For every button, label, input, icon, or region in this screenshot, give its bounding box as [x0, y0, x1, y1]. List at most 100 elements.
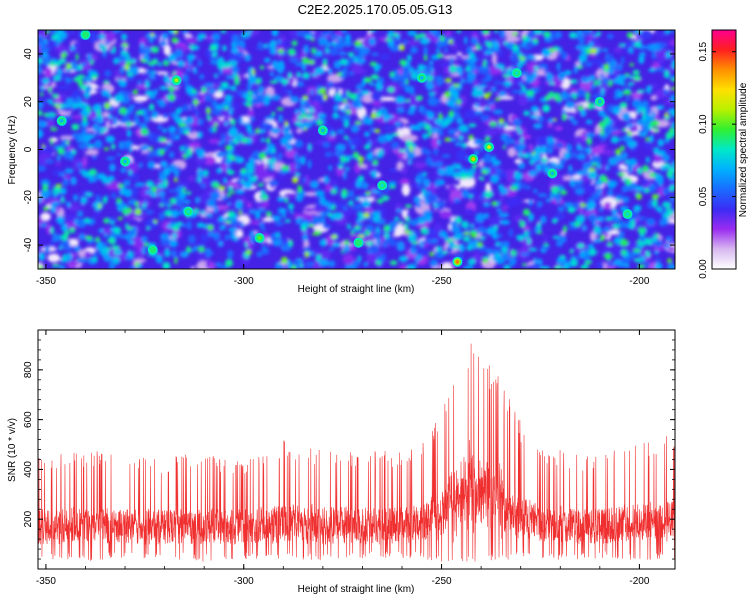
heatmap-cell	[646, 217, 656, 226]
heatmap-cell	[356, 53, 367, 58]
heatmap-cell	[503, 41, 508, 46]
heatmap-cell	[533, 30, 543, 35]
heatmap-cell	[403, 223, 409, 230]
heatmap-cell	[434, 161, 444, 167]
heatmap-cell	[645, 156, 650, 164]
heatmap-cell	[315, 50, 323, 57]
heatmap-cell	[225, 220, 232, 224]
heatmap-cell	[664, 244, 671, 249]
heatmap-cell	[346, 223, 351, 230]
heatmap-cell	[296, 128, 303, 134]
heatmap-cell	[435, 77, 444, 86]
heatmap-cell	[458, 243, 465, 253]
heatmap-cell	[120, 50, 129, 56]
heatmap-cell	[160, 232, 171, 242]
heatmap-cell	[312, 31, 324, 39]
snr-y-tick-label: 200	[23, 510, 34, 527]
heatmap-cell	[354, 196, 361, 202]
heatmap-cell	[93, 250, 98, 259]
heatmap-cell	[59, 135, 74, 141]
heatmap-cell	[111, 245, 120, 250]
heatmap-cell	[340, 92, 346, 100]
heatmap-cell	[435, 245, 443, 252]
heatmap-cell	[467, 241, 478, 247]
heatmap-cell	[216, 167, 223, 174]
heatmap-cell	[67, 203, 79, 212]
heatmap-cell	[287, 48, 296, 56]
heatmap-cell	[265, 211, 272, 217]
heatmap-cell	[366, 139, 372, 146]
heatmap-cell	[414, 203, 422, 208]
heatmap-cell	[47, 120, 55, 127]
heatmap-cell	[256, 207, 266, 213]
heatmap-cell	[587, 244, 595, 249]
heatmap-cell	[400, 134, 419, 142]
heatmap-cell	[340, 250, 344, 254]
heatmap-cell	[597, 78, 602, 87]
heatmap-cell	[560, 51, 569, 60]
heatmap-cell	[499, 219, 510, 225]
heatmap-cell	[134, 182, 145, 187]
heatmap-x-label: Height of straight line (km)	[298, 284, 415, 295]
heatmap-cell	[439, 230, 448, 238]
snr-x-tick-label: -300	[234, 576, 254, 587]
heatmap-cell	[284, 120, 289, 127]
heatmap-cell	[56, 215, 65, 225]
heatmap-cell	[135, 261, 139, 268]
heatmap-cell	[384, 232, 390, 239]
heatmap-cell	[396, 32, 401, 40]
heatmap-cell	[218, 241, 223, 247]
heatmap-cell	[428, 91, 436, 97]
heatmap-cell	[461, 142, 468, 149]
heatmap-cell	[49, 112, 57, 117]
heatmap-cell	[173, 30, 179, 35]
heatmap-cell	[431, 137, 440, 149]
heatmap-cell	[532, 262, 542, 269]
heatmap-cell	[303, 44, 310, 55]
heatmap-cell	[523, 110, 531, 116]
heatmap-cell	[398, 255, 409, 263]
heatmap-cell	[276, 66, 285, 74]
heatmap-cell	[504, 122, 508, 129]
heatmap-cell	[405, 216, 410, 223]
heatmap-cell	[342, 67, 348, 74]
heatmap-cell	[471, 90, 480, 97]
heatmap-cell	[631, 91, 642, 100]
heatmap-cell	[378, 96, 397, 102]
heatmap-cell	[259, 189, 266, 195]
heatmap-cell	[625, 241, 637, 251]
heatmap-cell	[144, 80, 151, 89]
heatmap-cell	[332, 45, 339, 51]
heatmap-cell	[46, 30, 50, 34]
heatmap-cell	[471, 187, 477, 197]
heatmap-cell	[242, 256, 250, 266]
heatmap-cell	[642, 107, 646, 116]
heatmap-cell	[82, 155, 88, 168]
heatmap-cell	[545, 72, 554, 82]
heatmap-cell	[446, 168, 456, 176]
heatmap-x-tick-label: -300	[234, 276, 254, 287]
heatmap-cell	[46, 189, 53, 197]
heatmap-cell	[397, 243, 405, 252]
heatmap-cell	[247, 75, 258, 85]
heatmap-cell	[100, 44, 108, 53]
heatmap-cell	[111, 192, 116, 199]
heatmap-cell	[669, 30, 675, 33]
heatmap-cell	[50, 127, 58, 131]
heatmap-cell	[551, 218, 558, 224]
heatmap-cell	[662, 201, 671, 208]
heatmap-cell	[210, 60, 219, 65]
heatmap-cell	[564, 70, 572, 76]
heatmap-cell	[91, 117, 100, 122]
heatmap-cell	[109, 220, 115, 226]
heatmap-cell	[368, 152, 373, 160]
heatmap-cell	[220, 132, 228, 140]
heatmap-cell	[524, 232, 528, 240]
heatmap-cell	[218, 142, 223, 147]
heatmap-cell	[654, 127, 659, 133]
heatmap-cell	[218, 215, 226, 223]
heatmap-cell	[102, 196, 107, 204]
heatmap-cell	[197, 246, 206, 252]
heatmap-cell	[508, 228, 514, 238]
heatmap-cell	[332, 204, 336, 211]
